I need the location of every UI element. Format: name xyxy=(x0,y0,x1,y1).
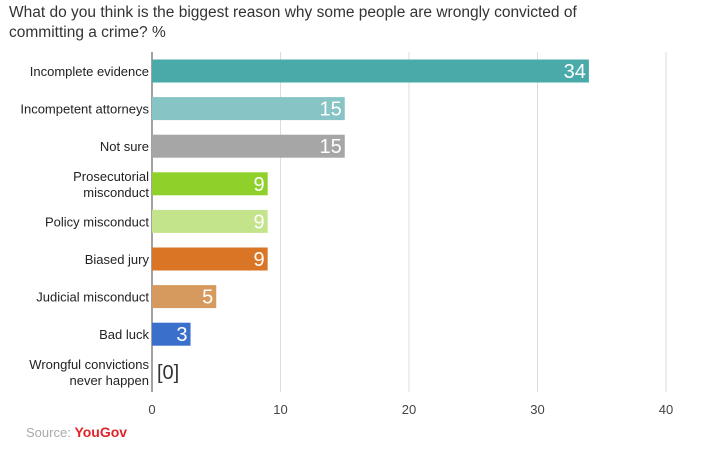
category-label: Biased jury xyxy=(85,252,150,267)
category-label: Not sure xyxy=(100,139,149,154)
x-tick-label: 0 xyxy=(148,402,155,417)
data-label: 9 xyxy=(254,249,265,271)
bar xyxy=(152,322,191,346)
category-label: Incomplete evidence xyxy=(30,64,149,79)
bar xyxy=(152,285,217,309)
source-credit: Source: YouGov xyxy=(26,424,127,440)
data-label: 15 xyxy=(320,136,342,158)
bar xyxy=(152,247,268,271)
data-label: 3 xyxy=(176,324,187,346)
bar xyxy=(152,209,268,233)
x-tick-label: 40 xyxy=(659,402,673,417)
x-tick-label: 10 xyxy=(273,402,287,417)
data-label: 34 xyxy=(564,61,586,83)
data-label: 9 xyxy=(254,211,265,233)
x-tick-label: 30 xyxy=(530,402,544,417)
chart-title: What do you think is the biggest reason … xyxy=(9,4,577,41)
category-label: Incompetent attorneys xyxy=(20,102,149,117)
data-label: 5 xyxy=(202,287,213,309)
data-label: 9 xyxy=(254,174,265,196)
bar xyxy=(152,134,345,158)
bar xyxy=(152,172,268,196)
bar xyxy=(152,59,589,83)
category-label: Judicial misconduct xyxy=(36,290,149,305)
yougov-logo: YouGov xyxy=(74,424,128,440)
category-label: Prosecutorial misconduct xyxy=(73,169,149,200)
source-prefix: Source: xyxy=(26,425,71,440)
x-tick-label: 20 xyxy=(402,402,416,417)
data-label: 15 xyxy=(320,99,342,121)
bar xyxy=(152,97,345,121)
category-label: Policy misconduct xyxy=(45,214,149,229)
category-label: Bad luck xyxy=(99,327,149,342)
category-label: Wrongful convictions never happen xyxy=(29,357,149,388)
data-label: [0] xyxy=(157,362,179,384)
